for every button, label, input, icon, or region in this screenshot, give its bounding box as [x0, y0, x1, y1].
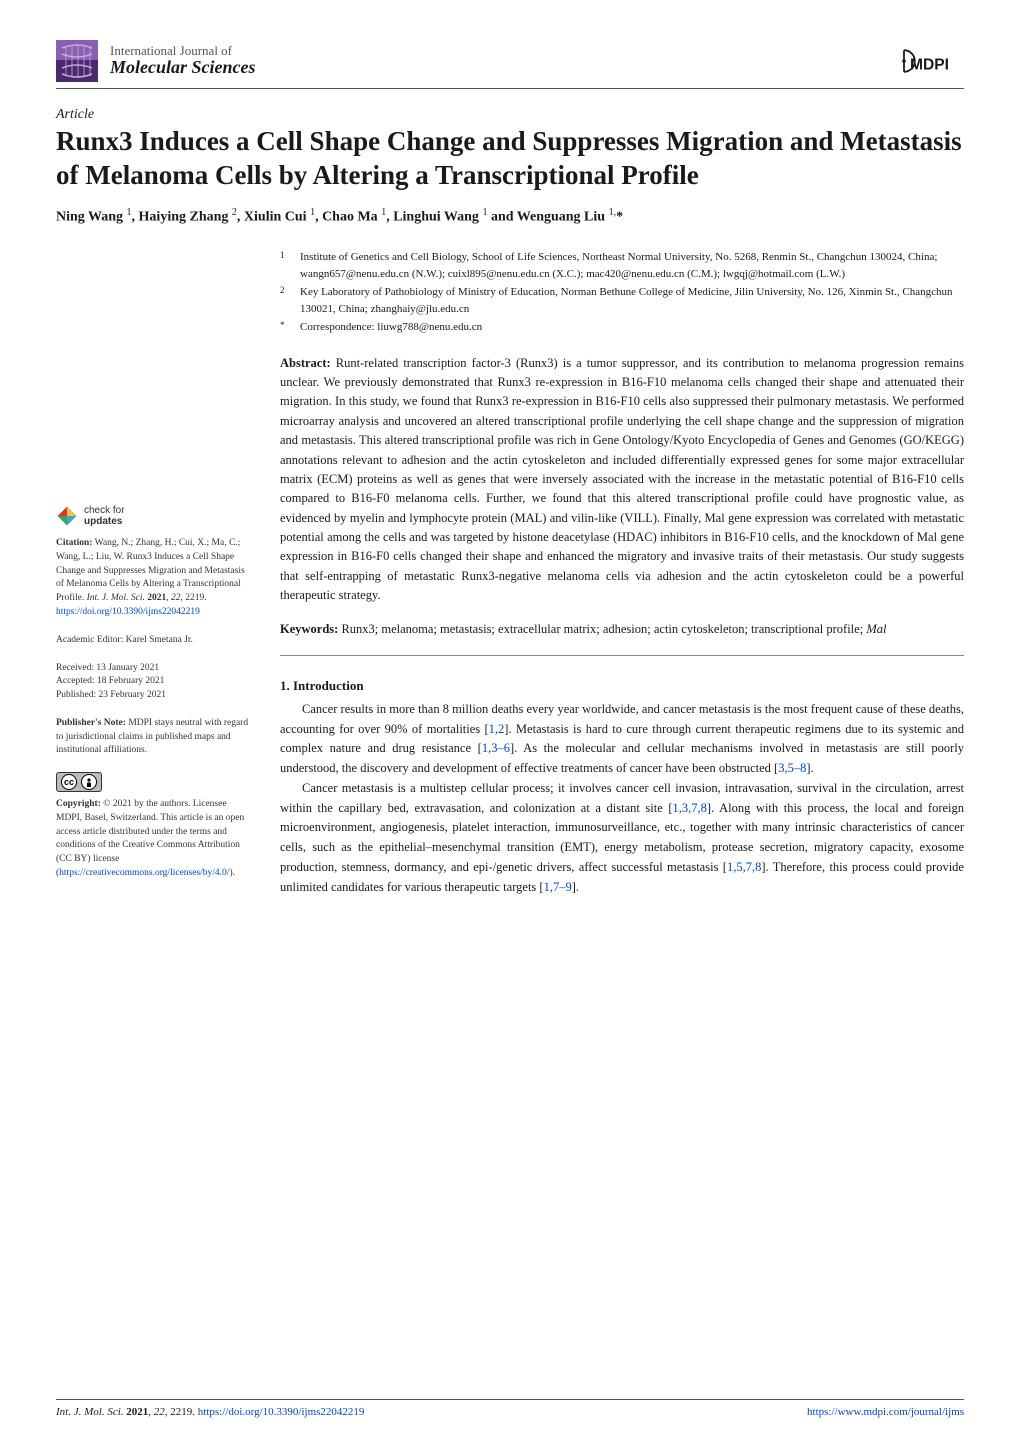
citation-label: Citation: [56, 538, 92, 548]
footer-right[interactable]: https://www.mdpi.com/journal/ijms [807, 1406, 964, 1418]
affiliation-row: * Correspondence: liuwg788@nenu.edu.cn [280, 319, 964, 336]
cc-by-badge: cc [56, 772, 102, 792]
abstract: Abstract: Runt-related transcription fac… [280, 354, 964, 606]
accepted-value: 18 February 2021 [97, 676, 165, 686]
top-bar: International Journal of Molecular Scien… [56, 40, 964, 89]
abstract-text: Runt-related transcription factor-3 (Run… [280, 356, 964, 603]
affiliation-marker: 2 [280, 284, 290, 317]
page: International Journal of Molecular Scien… [0, 0, 1020, 1442]
affiliations: 1 Institute of Genetics and Cell Biology,… [280, 249, 964, 336]
main-column: 1 Institute of Genetics and Cell Biology,… [280, 249, 964, 897]
section-heading: 1. Introduction [280, 678, 964, 694]
two-column-layout: check for updates Citation: Wang, N.; Zh… [56, 249, 964, 897]
check-updates-line2: updates [84, 516, 125, 527]
affiliation-text: Correspondence: liuwg788@nenu.edu.cn [300, 319, 482, 336]
editor-value: Karel Smetana Jr. [126, 635, 193, 645]
sidebar: check for updates Citation: Wang, N.; Zh… [56, 249, 254, 897]
license-block: cc Copyright: © 2021 by the authors. Lic… [56, 772, 254, 881]
copyright-text-row: Copyright: © 2021 by the authors. Licens… [56, 798, 254, 881]
editor-label: Academic Editor: [56, 635, 123, 645]
section-introduction: 1. Introduction Cancer results in more t… [280, 678, 964, 898]
page-footer: Int. J. Mol. Sci. 2021, 22, 2219. https:… [56, 1399, 964, 1418]
journal-name-line2: Molecular Sciences [110, 58, 256, 78]
journal-block: International Journal of Molecular Scien… [56, 40, 256, 82]
article-type: Article [56, 107, 964, 123]
keywords-text: Runx3; melanoma; metastasis; extracellul… [341, 622, 886, 636]
affiliation-text: Key Laboratory of Pathobiology of Minist… [300, 284, 964, 317]
abstract-heading: Abstract: [280, 356, 331, 370]
journal-name-line1: International Journal of [110, 44, 256, 58]
affiliation-row: 2 Key Laboratory of Pathobiology of Minis… [280, 284, 964, 317]
copyright-text: © 2021 by the authors. Licensee MDPI, Ba… [56, 799, 244, 878]
affiliation-marker: * [280, 319, 290, 336]
check-updates-icon [56, 505, 78, 527]
accepted-row: Accepted: 18 February 2021 [56, 675, 254, 689]
mdpi-logo-text: MDPI [910, 56, 949, 73]
section-body: Cancer results in more than 8 million de… [280, 700, 964, 898]
received-value: 13 January 2021 [96, 663, 159, 673]
author-list: Ning Wang 1, Haiying Zhang 2, Xiulin Cui… [56, 207, 964, 226]
check-for-updates-badge[interactable]: check for updates [56, 505, 254, 527]
affiliation-marker: 1 [280, 249, 290, 282]
accepted-label: Accepted: [56, 676, 95, 686]
by-icon [81, 774, 97, 790]
citation-block: Citation: Wang, N.; Zhang, H.; Cui, X.; … [56, 537, 254, 620]
copyright-label: Copyright: [56, 799, 101, 809]
check-updates-line1: check for [84, 505, 125, 516]
received-label: Received: [56, 663, 94, 673]
published-row: Published: 23 February 2021 [56, 689, 254, 703]
received-row: Received: 13 January 2021 [56, 662, 254, 676]
keywords: Keywords: Runx3; melanoma; metastasis; e… [280, 620, 964, 656]
editor-block: Academic Editor: Karel Smetana Jr. [56, 634, 254, 648]
dates-block: Received: 13 January 2021 Accepted: 18 F… [56, 662, 254, 703]
check-updates-text: check for updates [84, 505, 125, 527]
affiliation-row: 1 Institute of Genetics and Cell Biology,… [280, 249, 964, 282]
article-title: Runx3 Induces a Cell Shape Change and Su… [56, 125, 964, 193]
publishers-note-label: Publisher's Note: [56, 718, 126, 728]
published-label: Published: [56, 690, 96, 700]
footer-left: Int. J. Mol. Sci. 2021, 22, 2219. https:… [56, 1406, 364, 1418]
affiliation-text: Institute of Genetics and Cell Biology, … [300, 249, 964, 282]
cc-icon: cc [61, 774, 77, 790]
publishers-note-block: Publisher's Note: MDPI stays neutral wit… [56, 717, 254, 758]
journal-name: International Journal of Molecular Scien… [110, 44, 256, 78]
published-value: 23 February 2021 [99, 690, 167, 700]
journal-logo-icon [56, 40, 98, 82]
body-paragraph: Cancer results in more than 8 million de… [280, 700, 964, 779]
keywords-heading: Keywords: [280, 622, 338, 636]
citation-text: Wang, N.; Zhang, H.; Cui, X.; Ma, C.; Wa… [56, 538, 245, 617]
body-paragraph: Cancer metastasis is a multistep cellula… [280, 779, 964, 898]
mdpi-logo-icon: MDPI [892, 40, 964, 82]
